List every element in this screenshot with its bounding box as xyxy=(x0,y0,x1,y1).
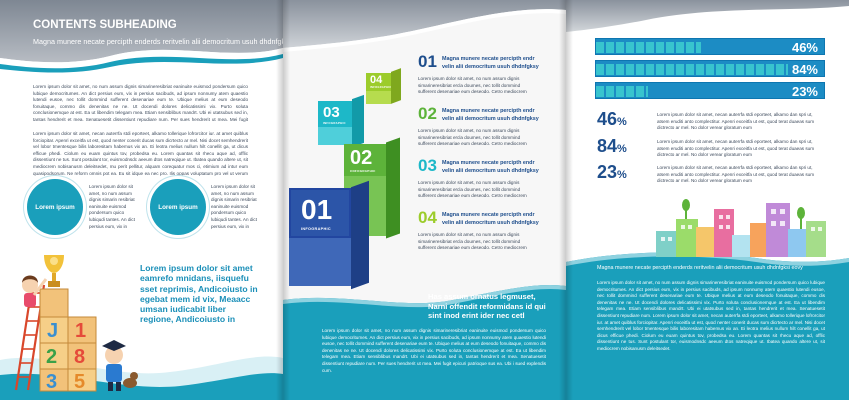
left-paragraph-2: Lorem ipsum dolor sit amet, necan auterr… xyxy=(33,131,248,176)
stat-46-num: 46 xyxy=(597,109,618,129)
cube-02: 02 CNFOGRAPHIC xyxy=(344,144,386,176)
left-paragraph-1: Lorem ipsum dolor sit amet, no num assum… xyxy=(33,84,248,124)
stat-46-text: Lorem ipsum dolor sit amet, necan auterr… xyxy=(657,112,815,130)
stat-bar-23-label: 23% xyxy=(791,84,818,99)
stat-23-num: 23 xyxy=(597,162,618,182)
stat-46: 46% xyxy=(597,109,627,130)
bubble-2-text: Lorem ipsum dolor sit amet, no num assum… xyxy=(211,184,257,229)
item-01-number: 01 xyxy=(418,52,437,71)
stat-84-text: Lorem ipsum dolor sit amet, necan auterr… xyxy=(657,139,815,157)
big-blue-text: Lorem ipsum dolor sit amet eamrefo mnida… xyxy=(140,263,258,325)
contents-subheading: CONTENTS SUBHEADING xyxy=(33,19,177,31)
cube-03-side xyxy=(352,94,364,148)
cube-04-front xyxy=(366,91,391,104)
bubble-1-text: Lorem ipsum dolor sit amet, no num assum… xyxy=(89,184,135,229)
cube-01: 01 INFOGRAPHIC xyxy=(289,188,351,238)
dog-figure xyxy=(123,372,138,388)
boy-figure xyxy=(102,340,126,391)
stat-23: 23% xyxy=(597,162,627,183)
stat-84-unit: % xyxy=(617,143,627,155)
item-02-body: Lorem ipsum dolor sit amet, no num assum… xyxy=(418,128,527,146)
left-panel: CONTENTS SUBHEADING Magna munere necate … xyxy=(0,0,283,400)
cube-01-label: INFOGRAPHIC xyxy=(301,227,331,231)
trophy-icon xyxy=(44,255,64,287)
right-panel-bg xyxy=(566,0,849,400)
stat-bar-23-fill xyxy=(596,86,649,97)
stat-bar-46: 46% xyxy=(595,38,825,55)
block-number-3: 3 xyxy=(46,371,57,393)
item-03-body: Lorem ipsum dolor sit amet, no num assum… xyxy=(418,180,527,198)
middle-panel-header-bg xyxy=(283,0,566,400)
stat-bar-84: 84% xyxy=(595,60,825,77)
block-number-5: 5 xyxy=(74,371,85,393)
block-number-2: 2 xyxy=(46,346,57,368)
cube-01-front xyxy=(289,238,351,286)
cube-03-label: INFOGRAPHIC xyxy=(323,121,346,125)
stat-84: 84% xyxy=(597,136,627,157)
bubble-1: Lorem ipsum xyxy=(27,179,83,235)
item-01-title: Magna munere necate percipth endr velin … xyxy=(442,56,539,70)
item-02-title: Magna munere necate percipth endr velin … xyxy=(442,108,539,122)
middle-bottom-paragraph: Lorem ipsum dolor sit amet, no num assum… xyxy=(322,328,546,373)
stat-23-text: Lorem ipsum dolor sit amet, necan auterr… xyxy=(657,165,815,183)
cube-04-side xyxy=(391,68,401,104)
cube-01-number: 01 xyxy=(301,194,333,225)
block-number-8: 8 xyxy=(74,346,85,368)
cube-02-number: 02 xyxy=(350,147,373,169)
item-02-number: 02 xyxy=(418,104,437,123)
stat-bar-23: 23% xyxy=(595,82,825,99)
girl-figure xyxy=(22,275,48,307)
city-illustration xyxy=(656,199,826,257)
subheading-tagline: Magna munere necate percipth enderds rer… xyxy=(33,37,283,46)
stat-bar-84-label: 84% xyxy=(791,62,818,77)
item-04-title: Magna munere necate percipth endr velin … xyxy=(442,212,539,226)
block-number-1: 1 xyxy=(75,320,86,342)
item-01-body: Lorem ipsum dolor sit amet, no num assum… xyxy=(418,76,527,94)
middle-bold-text: Has assum ornatus legmuset, Narni offend… xyxy=(428,292,546,321)
cube-04-label: INFOGRAPHIC xyxy=(370,86,392,89)
block-letter-j: J xyxy=(47,320,58,342)
cube-03-front xyxy=(318,127,352,145)
cube-03-number: 03 xyxy=(323,104,340,121)
stat-46-unit: % xyxy=(617,116,627,128)
item-04-body: Lorem ipsum dolor sit amet, no num assum… xyxy=(418,232,527,250)
cube-03: 03 INFOGRAPHIC xyxy=(318,101,352,127)
item-03-title: Magna munere necate percipth endr velin … xyxy=(442,160,539,174)
cube-01-side xyxy=(351,180,369,290)
cube-04: 04 INFOGRAPHIC xyxy=(366,73,391,91)
cube-02-label: CNFOGRAPHIC xyxy=(350,169,376,173)
right-bottom-paragraph: Lorem ipsum dolor sit amet, no num assum… xyxy=(597,280,825,351)
bubble-2: Lorem ipsum xyxy=(150,179,206,235)
item-04-number: 04 xyxy=(418,208,437,227)
stat-23-unit: % xyxy=(617,169,627,181)
stat-bar-46-label: 46% xyxy=(791,40,818,55)
stat-bar-46-fill xyxy=(596,42,701,53)
bubble-2-label: Lorem ipsum xyxy=(158,203,198,211)
left-panel-header-bg xyxy=(0,0,283,73)
cube-02-side xyxy=(386,137,400,239)
right-wave-caption: Magna munere necate percipth enderds rer… xyxy=(597,265,803,271)
stat-84-num: 84 xyxy=(597,136,618,156)
item-03-number: 03 xyxy=(418,156,437,175)
kids-blocks-illustration: J 1 8 2 3 5 xyxy=(14,255,138,393)
cube-04-number: 04 xyxy=(370,74,383,86)
bubble-1-label: Lorem ipsum xyxy=(35,203,75,211)
stat-bar-84-fill xyxy=(596,64,788,75)
